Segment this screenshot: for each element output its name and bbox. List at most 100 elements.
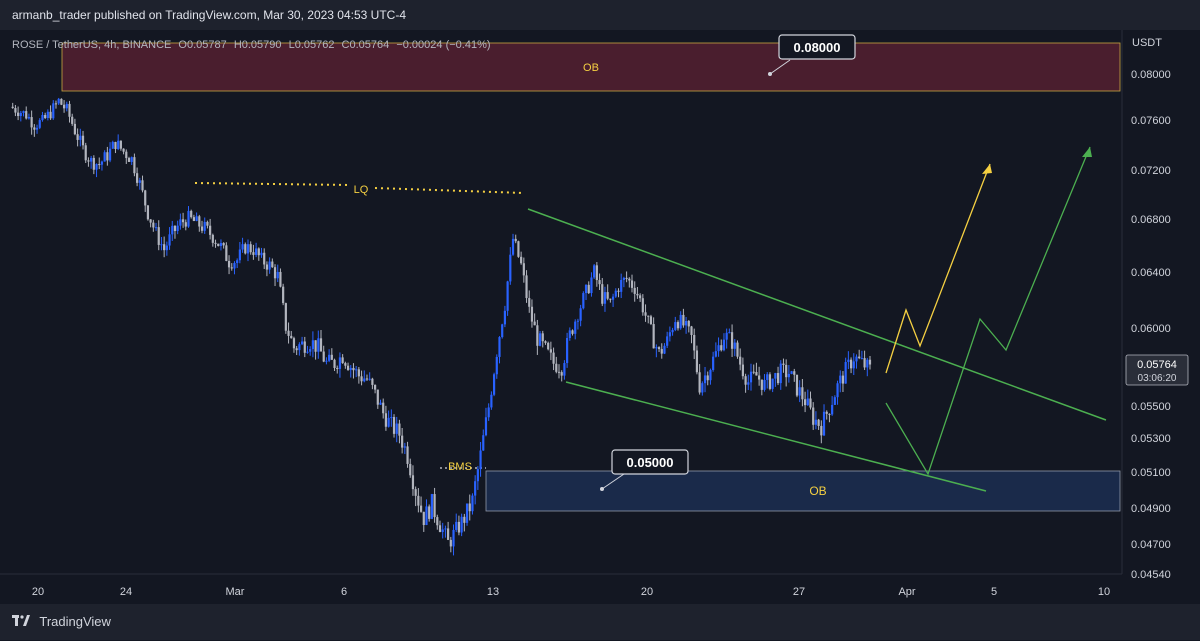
bms-label: BMS — [448, 461, 472, 473]
candle-body — [379, 402, 382, 405]
candle-body — [676, 322, 680, 329]
candle-body — [30, 117, 33, 128]
candle-body — [828, 413, 831, 415]
candle-body — [809, 398, 812, 408]
candle-body — [609, 298, 612, 300]
candle-body — [544, 341, 547, 343]
candle-body — [514, 238, 517, 242]
candle-body — [406, 446, 409, 464]
candle-body — [328, 354, 331, 361]
candle-body — [236, 260, 239, 264]
tradingview-logo-icon[interactable] — [12, 605, 30, 641]
price-tick: 0.06000 — [1131, 323, 1171, 335]
currency-label: USDT — [1132, 37, 1162, 49]
footer-brand[interactable]: TradingView — [39, 614, 111, 629]
candle-body — [725, 332, 728, 340]
candle-body — [782, 363, 785, 365]
candle-body — [62, 104, 66, 109]
candle-body — [744, 376, 747, 385]
candle-body — [447, 528, 450, 540]
candle-body — [693, 334, 696, 351]
ob-zone-bottom — [485, 470, 1121, 512]
candle-body — [606, 292, 609, 299]
candle-body — [460, 516, 463, 533]
candle-body — [611, 296, 615, 300]
candle-body — [119, 140, 122, 149]
lq-label: LQ — [354, 184, 369, 196]
candle-body — [149, 219, 152, 223]
price-chart[interactable]: OB OB LQ BMS 0.08000 0.05000 ROSE / Teth… — [0, 30, 1200, 604]
candle-body — [22, 111, 25, 113]
candle-body — [357, 369, 360, 377]
candle-body — [195, 216, 198, 221]
candle-body — [27, 117, 31, 119]
candle-body — [244, 244, 247, 254]
candle-body — [566, 338, 569, 364]
candle-body — [411, 475, 415, 490]
price-axis[interactable] — [1122, 30, 1200, 604]
candle-body — [709, 369, 712, 381]
candle-body — [866, 359, 869, 368]
candle-body — [271, 261, 274, 268]
candle-body — [95, 164, 98, 170]
candle-body — [87, 160, 90, 162]
candle-body — [73, 123, 77, 135]
candle-body — [122, 148, 125, 152]
candle-body — [803, 399, 807, 406]
time-tick: Apr — [898, 586, 915, 598]
candle-body — [222, 243, 225, 246]
candle-body — [639, 295, 642, 299]
candle-body — [774, 373, 777, 379]
candle-body — [855, 356, 858, 362]
callout-bottom: 0.05000 — [600, 449, 689, 491]
candle-body — [355, 369, 358, 371]
candle-body — [733, 342, 736, 349]
time-tick: 20 — [32, 586, 44, 598]
candle-body — [317, 338, 320, 352]
candle-body — [574, 321, 577, 334]
candle-body — [649, 316, 653, 325]
candle-body — [465, 503, 469, 523]
candle-body — [614, 290, 617, 297]
candle-body — [492, 374, 496, 395]
candle-body — [593, 265, 596, 278]
candle-body — [330, 354, 333, 360]
candle-body — [644, 312, 647, 316]
candle-body — [785, 364, 788, 378]
candle-body — [103, 152, 106, 162]
candle-body — [233, 263, 236, 269]
candle-body — [668, 332, 671, 337]
candle-body — [690, 326, 693, 335]
candle-body — [433, 494, 436, 518]
candle-body — [595, 265, 598, 281]
time-tick: 27 — [793, 586, 805, 598]
callout-top: 0.08000 — [768, 34, 856, 76]
candle-body — [701, 383, 704, 393]
candle-body — [190, 210, 193, 218]
candle-body — [368, 378, 371, 380]
candle-body — [760, 379, 763, 390]
candle-body — [263, 252, 266, 265]
candle-body — [663, 345, 666, 354]
candle-body — [471, 495, 474, 512]
candle-body — [417, 495, 420, 506]
candle-body — [25, 111, 28, 119]
legend-symbol[interactable]: ROSE / TetherUS, 4h, BINANCE — [12, 39, 171, 51]
legend-line: ROSE / TetherUS, 4h, BINANCE O0.05787 H0… — [12, 39, 491, 51]
candle-body — [252, 252, 255, 255]
candle-body — [790, 371, 793, 374]
yellow-projection-path — [885, 163, 991, 374]
candle-body — [438, 525, 442, 532]
candle-body — [98, 164, 101, 166]
candle-body — [511, 238, 515, 255]
price-tick: 0.04540 — [1131, 569, 1171, 581]
candle-body — [833, 397, 836, 405]
candle-body — [522, 263, 525, 276]
candle-body — [533, 321, 536, 326]
candle-body — [290, 335, 293, 339]
candle-body — [798, 387, 801, 396]
candle-body — [484, 417, 488, 436]
candle-body — [268, 261, 271, 270]
candle-body — [868, 359, 872, 365]
candle-body — [71, 116, 74, 124]
